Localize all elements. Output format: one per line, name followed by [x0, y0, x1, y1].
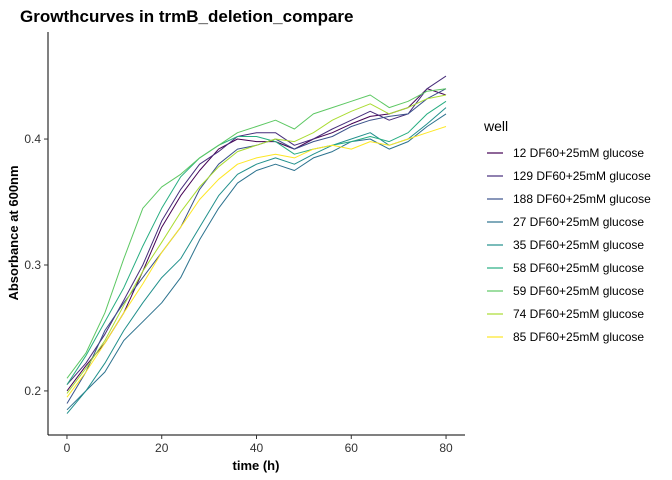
x-axis-title: time (h) [233, 458, 280, 473]
legend-label: 74 DF60+25mM glucose [513, 307, 644, 321]
legend-label: 59 DF60+25mM glucose [513, 284, 644, 298]
series-line-1 [66, 75, 447, 385]
legend-item: 27 DF60+25mM glucose [487, 215, 644, 229]
legend-item: 12 DF60+25mM glucose [487, 146, 644, 160]
x-tick-label: 0 [64, 441, 71, 455]
legend: well 12 DF60+25mM glucose 129 DF60+25mM g… [483, 118, 651, 344]
legend-item: 59 DF60+25mM glucose [487, 284, 644, 298]
legend-label: 12 DF60+25mM glucose [513, 146, 644, 160]
legend-label: 85 DF60+25mM glucose [513, 330, 644, 344]
legend-label: 129 DF60+25mM glucose [513, 169, 651, 183]
y-ticks: 0.2 0.3 0.4 [24, 132, 48, 398]
series-line-4 [66, 107, 447, 414]
legend-items: 12 DF60+25mM glucose 129 DF60+25mM glucos… [487, 146, 651, 344]
legend-label: 35 DF60+25mM glucose [513, 238, 644, 252]
legend-label: 188 DF60+25mM glucose [513, 192, 651, 206]
y-tick-label: 0.2 [24, 384, 41, 398]
series-line-8 [66, 126, 447, 398]
series-line-3 [66, 113, 447, 411]
legend-label: 58 DF60+25mM glucose [513, 261, 644, 275]
axes [47, 32, 465, 436]
x-tick-label: 20 [155, 441, 169, 455]
legend-label: 27 DF60+25mM glucose [513, 215, 644, 229]
series-line-2 [66, 88, 447, 404]
x-tick-label: 60 [345, 441, 359, 455]
legend-item: 35 DF60+25mM glucose [487, 238, 644, 252]
legend-title: well [483, 118, 508, 134]
x-tick-label: 80 [439, 441, 453, 455]
x-ticks: 0 20 40 60 80 [64, 435, 453, 455]
series-line-0 [66, 88, 447, 392]
x-tick-label: 40 [250, 441, 264, 455]
plot-area [66, 75, 447, 414]
y-tick-label: 0.3 [24, 258, 41, 272]
legend-item: 188 DF60+25mM glucose [487, 192, 651, 206]
legend-item: 58 DF60+25mM glucose [487, 261, 644, 275]
y-tick-label: 0.4 [24, 132, 41, 146]
legend-item: 85 DF60+25mM glucose [487, 330, 644, 344]
legend-item: 74 DF60+25mM glucose [487, 307, 644, 321]
legend-item: 129 DF60+25mM glucose [487, 169, 651, 183]
series-line-6 [66, 88, 447, 379]
series-line-5 [66, 100, 447, 385]
chart-title: Growthcurves in trmB_deletion_compare [20, 7, 353, 26]
y-axis-title: Absorbance at 600nm [6, 165, 21, 300]
series-line-7 [66, 94, 447, 394]
